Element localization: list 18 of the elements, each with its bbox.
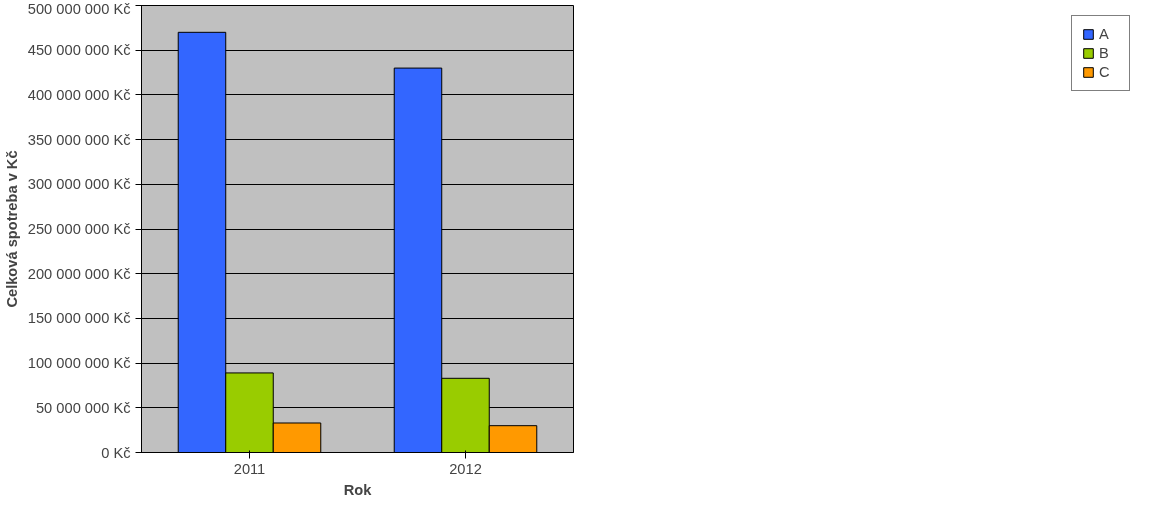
legend-label: A bbox=[1099, 26, 1110, 42]
legend-label: C bbox=[1099, 64, 1111, 80]
y-tick-label: 0 Kč bbox=[101, 444, 131, 461]
y-tick-label: 100 000 000 Kč bbox=[27, 355, 131, 372]
y-tick-label: 500 000 000 Kč bbox=[27, 0, 131, 17]
y-tick-label: 150 000 000 Kč bbox=[27, 310, 131, 327]
y-tick-label: 50 000 000 Kč bbox=[35, 399, 131, 416]
legend-label: B bbox=[1099, 45, 1110, 61]
x-axis-title: Rok bbox=[343, 481, 373, 498]
y-tick-label: 300 000 000 Kč bbox=[27, 176, 131, 193]
y-axis-title: Celková spotreba v Kč bbox=[3, 150, 20, 308]
y-tick-label: 350 000 000 Kč bbox=[27, 131, 131, 148]
x-tick-label: 2011 bbox=[233, 460, 266, 477]
y-tick-label: 400 000 000 Kč bbox=[27, 86, 131, 103]
x-tick-label: 2012 bbox=[449, 460, 482, 477]
y-tick-label: 200 000 000 Kč bbox=[27, 265, 131, 282]
y-tick-label: 250 000 000 Kč bbox=[27, 221, 131, 237]
y-tick-label: 450 000 000 Kč bbox=[27, 42, 131, 59]
